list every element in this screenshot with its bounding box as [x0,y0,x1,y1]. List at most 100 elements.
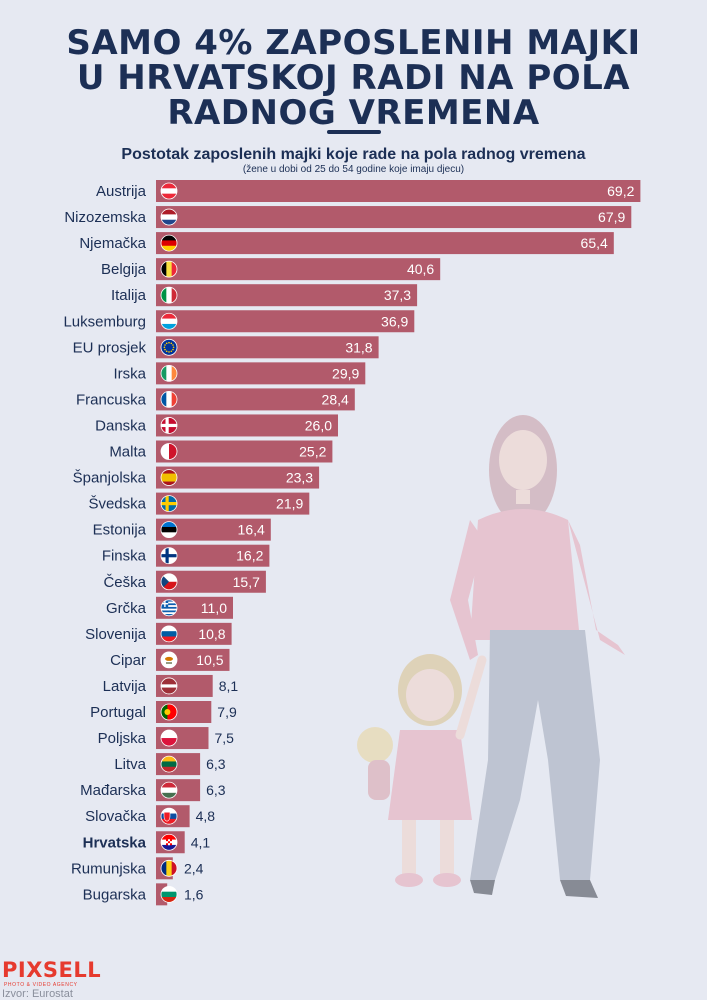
value-label: 10,8 [198,626,225,642]
romania-flag-icon [160,859,178,877]
value-label: 26,0 [305,417,332,433]
belgium-flag-icon [160,260,178,278]
category-label: Cipar [110,652,146,669]
bar [156,492,310,515]
bar [156,258,441,281]
spain-flag-icon [160,469,178,486]
croatia-flag-icon [160,833,178,851]
value-label: 37,3 [384,287,411,303]
finland-flag-icon [160,547,178,565]
category-label: Poljska [98,730,147,747]
value-label: 40,6 [407,261,434,277]
bar [156,414,338,437]
headline-line-2: U HRVATSKOJ RADI NA POLA [76,58,631,98]
bar-row: Portugal 7,9 [90,701,237,723]
bar-row: Slovačka 4,8 [85,805,216,828]
slovenia-flag-icon [160,625,178,643]
hungary-flag-icon [160,781,178,799]
bar [156,388,355,411]
category-label: Italija [111,287,147,304]
czechia-flag-icon [160,573,178,591]
value-label: 21,9 [276,496,303,512]
value-label: 28,4 [322,391,349,407]
value-label: 7,9 [217,704,237,720]
value-label: 6,3 [206,782,226,798]
bar-row: EU prosjek 31,8 [73,336,379,359]
slovakia-flag-icon [160,807,178,825]
category-label: Irska [113,365,146,382]
bar [156,336,379,359]
bar-row: Poljska 7,5 [98,727,235,750]
category-label: Litva [114,756,146,773]
category-label: Njemačka [79,235,146,252]
category-label: Slovačka [85,808,147,825]
bar [156,232,614,255]
source-note: Izvor: Eurostat [2,988,73,1000]
value-label: 16,2 [236,548,263,564]
bar-row: Danska 26,0 [95,414,338,437]
value-label: 8,1 [219,678,239,694]
austria-flag-icon [160,182,178,200]
pixsell-logo: PIXSELL [2,958,102,982]
bar-row: Latvija 8,1 [103,674,239,697]
headline-line-1: SAMO 4% ZAPOSLENIH MAJKI [66,23,641,63]
category-label: Francuska [76,391,147,408]
value-label: 2,4 [184,860,204,876]
cyprus-flag-icon [160,651,178,669]
value-label: 11,0 [201,600,227,616]
bar-row: Finska 16,2 [102,544,270,567]
poland-flag-icon [160,729,178,747]
bar-row: Rumunjska 2,4 [71,857,204,880]
value-label: 16,4 [238,522,265,538]
value-label: 67,9 [598,209,625,225]
title-divider [327,130,381,134]
value-label: 69,2 [607,183,634,199]
bar-row: Bugarska 1,6 [83,883,204,906]
eu-flag-icon [160,338,178,356]
category-label: Mađarska [80,782,147,799]
bar-row: Luksemburg 36,9 [63,310,415,333]
value-label: 4,1 [191,834,211,850]
logo-tagline: PHOTO & VIDEO AGENCY [4,982,78,988]
portugal-flag-icon [160,703,178,721]
category-label: Češka [103,574,146,591]
category-label: Bugarska [83,886,147,903]
value-label: 31,8 [345,339,372,355]
bar-row: Češka 15,7 [103,570,266,593]
value-label: 65,4 [581,235,608,251]
category-label: Luksemburg [63,313,146,330]
category-label: Nizozemska [64,209,146,226]
denmark-flag-icon [160,417,178,434]
bar-row: Hrvatska 4,1 [83,831,211,854]
bar-row: Italija 37,3 [111,284,418,307]
category-label: Estonija [93,522,147,539]
bar [156,440,333,463]
bar-row: Malta 25,2 [109,440,333,463]
bar [156,310,415,333]
category-label: Austrija [96,183,147,200]
bar-row: Belgija 40,6 [101,258,441,281]
category-label: Belgija [101,261,147,278]
value-label: 4,8 [196,808,216,824]
bar-row: Grčka 11,0 [106,596,233,619]
category-label: Španjolska [73,470,147,487]
bar [156,206,632,229]
bar-row: Slovenija 10,8 [85,622,232,645]
category-label: Latvija [103,678,147,695]
sweden-flag-icon [160,495,178,513]
germany-flag-icon [160,234,178,252]
value-label: 6,3 [206,756,226,772]
bar-row: Njemačka 65,4 [79,232,614,255]
headline-line-3: RADNOG VREMENA [167,93,540,133]
category-label: EU prosjek [73,339,147,356]
greece-flag-icon [160,599,178,617]
category-label: Malta [109,444,146,461]
value-label: 25,2 [299,444,326,460]
bar [156,284,418,307]
ireland-flag-icon [160,364,178,382]
france-flag-icon [160,390,178,408]
value-label: 23,3 [286,470,313,486]
value-label: 7,5 [215,730,235,746]
